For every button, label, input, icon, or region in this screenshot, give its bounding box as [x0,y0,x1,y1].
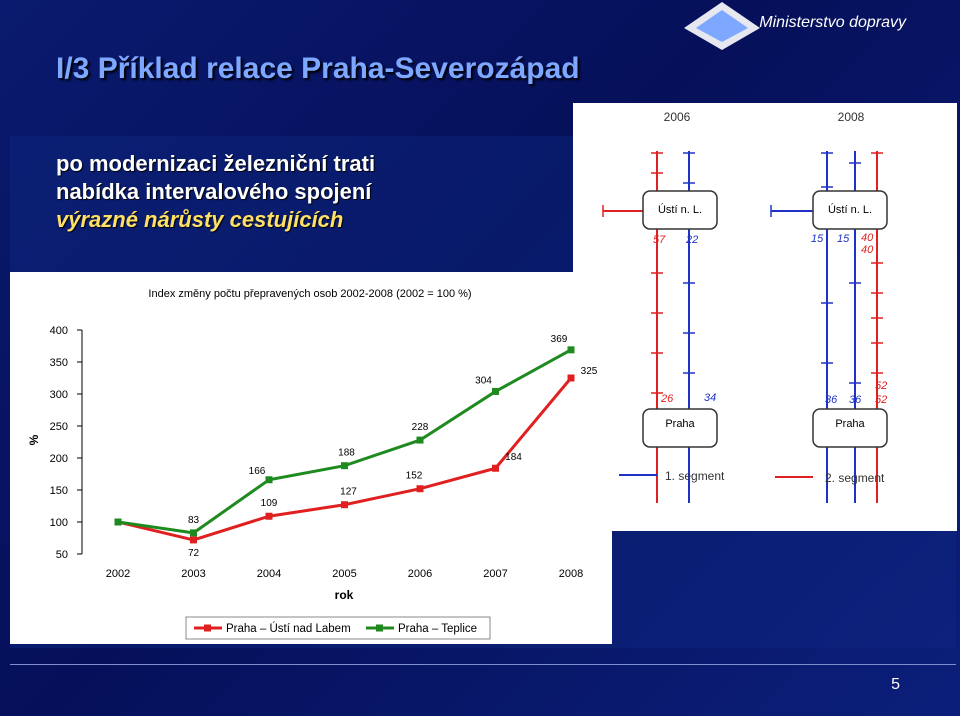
chart-series: 72 109 127 152 184 325 83 166 188 228 304 369 [114,334,598,559]
data-label: 72 [188,548,200,559]
count-left-top-a: 57 [653,234,666,246]
data-point [341,501,348,509]
data-label: 83 [188,515,200,526]
summary-text: po modernizaci železniční trati nabídka … [56,150,375,234]
data-point [114,518,122,526]
data-point [416,436,424,444]
data-point [190,536,197,544]
y-tick-label: 100 [50,517,68,529]
data-point [416,485,424,493]
x-tick-label: 2007 [483,568,507,580]
legend-marker [204,624,211,632]
data-label: 127 [340,487,357,498]
count-right-top-a: 15 [811,233,824,245]
count-right-top-d: 40 [861,244,874,256]
chart-legend: Praha – Ústí nad Labem Praha – Teplice [185,616,491,640]
line-chart: Index změny počtu přepravených osob 2002… [27,288,598,640]
count-right-bottom-a: 36 [825,394,838,406]
ministry-name: Ministerstvo dopravy [759,14,906,31]
station-left-bottom: Praha [665,418,695,430]
x-tick-label: 2005 [332,568,356,580]
station-box-right-top [812,190,888,230]
data-label: 109 [261,498,278,509]
chart-panel: Index změny počtu přepravených osob 2002… [10,272,612,644]
chart-axes: 50 100 150 200 250 300 350 400 2002 2003 2004 2005 2… [50,325,584,580]
data-label: 152 [406,471,423,482]
count-right-bottom-b: 36 [849,394,862,406]
data-point [190,529,197,537]
route-diagram-svg: 2006 2008 [602,110,888,503]
year-right: 2008 [838,110,865,124]
y-axis-label: % [27,434,41,445]
data-point [265,512,273,520]
station-right-bottom: Praha [835,418,865,430]
data-point [567,374,575,382]
x-tick-label: 2006 [408,568,432,580]
footer-divider [10,664,956,707]
x-tick-label: 2004 [257,568,281,580]
data-point [341,462,348,470]
station-box-left-bottom [642,408,718,448]
page-number: 5 [891,676,900,693]
data-point [492,464,499,472]
count-left-bottom-b: 34 [704,392,716,404]
y-tick-label: 300 [50,389,68,401]
segment1-label: 1. segment [665,469,725,483]
data-point [492,387,499,395]
data-label: 369 [551,334,568,345]
station-box-right-bottom [812,408,888,448]
segment2-label: 2. segment [825,471,885,485]
data-label: 325 [581,366,598,377]
y-tick-label: 400 [50,325,68,337]
y-tick-label: 200 [50,453,68,465]
data-label: 228 [412,422,429,433]
data-point [567,346,575,354]
route-diagram: 2006 2008 [573,103,957,531]
station-left-top: Ústí n. L. [658,203,702,216]
slide-title: I/3 Příklad relace Praha-Severozápad [56,52,580,85]
summary-line-3: výrazné nárůsty cestujících [56,207,344,232]
y-tick-label: 250 [50,421,68,433]
legend-box [185,616,491,640]
x-tick-label: 2008 [559,568,583,580]
count-right-top-c: 40 [861,232,874,244]
series-line-0 [117,377,573,542]
y-tick-label: 350 [50,357,68,369]
summary-line-1: po modernizaci železniční trati [56,151,376,176]
chart-title: Index změny počtu přepravených osob 2002… [148,288,471,300]
count-left-bottom-a: 26 [660,393,674,405]
y-tick-label: 50 [56,549,68,561]
ministry-logo-icon [684,2,760,50]
data-point [265,476,273,484]
count-right-bottom-c: 52 [875,380,887,392]
count-left-top-b: 22 [685,234,698,246]
y-tick-label: 150 [50,485,68,497]
legend-marker [376,624,383,632]
station-box-left-top [642,190,718,230]
summary-line-2: nabídka intervalového spojení [56,179,372,204]
legend-label-1: Praha – Teplice [398,623,477,635]
x-tick-label: 2002 [106,568,130,580]
x-tick-label: 2003 [181,568,205,580]
x-axis-label: rok [335,588,354,602]
count-right-bottom-d: 52 [875,394,887,406]
data-label: 166 [249,466,266,477]
station-right-top: Ústí n. L. [828,203,872,216]
legend-label-0: Praha – Ústí nad Labem [226,622,351,635]
data-label: 184 [505,452,522,463]
data-label: 188 [338,448,355,459]
year-left: 2006 [664,110,691,124]
data-label: 304 [475,375,492,386]
count-right-top-b: 15 [837,233,850,245]
